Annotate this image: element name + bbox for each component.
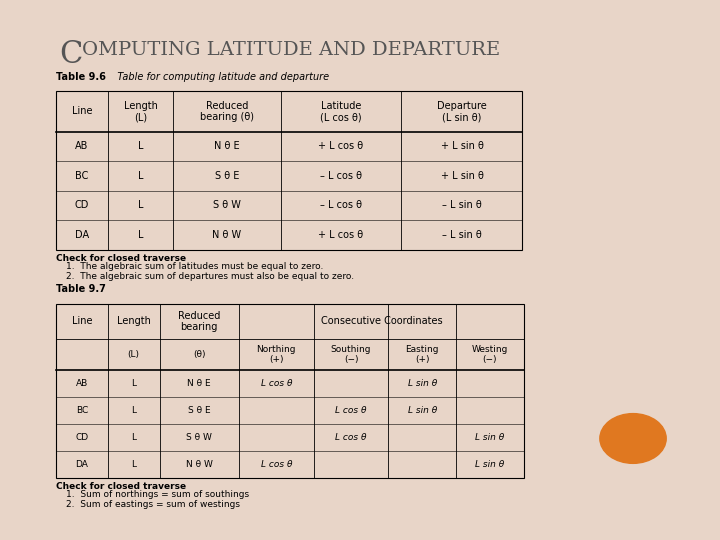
Text: L: L <box>138 200 143 211</box>
Text: L: L <box>138 171 143 181</box>
Text: + L sin θ: + L sin θ <box>441 141 483 151</box>
Text: Check for closed traverse: Check for closed traverse <box>56 482 186 491</box>
Text: S θ E: S θ E <box>215 171 239 181</box>
Text: BC: BC <box>75 171 89 181</box>
Text: BC: BC <box>76 406 88 415</box>
Text: L: L <box>131 379 136 388</box>
Text: CD: CD <box>75 200 89 211</box>
Text: L: L <box>138 230 143 240</box>
Text: L cos θ: L cos θ <box>261 460 292 469</box>
Text: Check for closed traverse: Check for closed traverse <box>56 254 186 263</box>
Text: Length
(L): Length (L) <box>124 100 158 122</box>
Text: – L sin θ: – L sin θ <box>442 230 482 240</box>
Text: L sin θ: L sin θ <box>408 379 437 388</box>
Text: N θ W: N θ W <box>186 460 212 469</box>
Text: (L): (L) <box>127 350 140 359</box>
Text: Northing
(+): Northing (+) <box>256 345 296 364</box>
Text: DA: DA <box>76 460 89 469</box>
Text: N θ E: N θ E <box>187 379 211 388</box>
Text: Latitude
(L cos θ): Latitude (L cos θ) <box>320 100 362 122</box>
Text: + L cos θ: + L cos θ <box>318 230 364 240</box>
Text: 1.  Sum of northings = sum of southings: 1. Sum of northings = sum of southings <box>66 490 249 499</box>
Text: CD: CD <box>75 433 89 442</box>
Text: Southing
(−): Southing (−) <box>330 345 372 364</box>
Text: Table for computing latitude and departure: Table for computing latitude and departu… <box>108 72 329 82</box>
Text: AB: AB <box>75 141 89 151</box>
Text: L: L <box>138 141 143 151</box>
Text: L: L <box>131 406 136 415</box>
Text: Length: Length <box>117 316 150 326</box>
Text: L cos θ: L cos θ <box>261 379 292 388</box>
Text: S θ E: S θ E <box>188 406 211 415</box>
Text: Easting
(+): Easting (+) <box>405 345 439 364</box>
Text: Westing
(−): Westing (−) <box>472 345 508 364</box>
Text: Reduced
bearing: Reduced bearing <box>178 310 220 332</box>
Text: L: L <box>131 460 136 469</box>
Text: L sin θ: L sin θ <box>475 460 505 469</box>
Text: OMPUTING LATITUDE AND DEPARTURE: OMPUTING LATITUDE AND DEPARTURE <box>82 41 500 59</box>
Text: 2.  The algebraic sum of departures must also be equal to zero.: 2. The algebraic sum of departures must … <box>66 272 354 281</box>
Text: Consecutive Coordinates: Consecutive Coordinates <box>320 316 442 326</box>
Text: – L cos θ: – L cos θ <box>320 171 362 181</box>
Text: AB: AB <box>76 379 88 388</box>
Text: Reduced
bearing (θ): Reduced bearing (θ) <box>200 100 254 122</box>
Circle shape <box>600 414 666 463</box>
Text: S θ W: S θ W <box>213 200 241 211</box>
Text: Table 9.7: Table 9.7 <box>56 285 106 294</box>
Text: L: L <box>131 433 136 442</box>
Text: S θ W: S θ W <box>186 433 212 442</box>
Text: N θ W: N θ W <box>212 230 241 240</box>
Text: DA: DA <box>75 230 89 240</box>
Text: Line: Line <box>71 316 92 326</box>
Text: Line: Line <box>71 106 92 116</box>
Text: L sin θ: L sin θ <box>408 406 437 415</box>
Text: – L sin θ: – L sin θ <box>442 200 482 211</box>
Text: (θ): (θ) <box>193 350 205 359</box>
Text: + L sin θ: + L sin θ <box>441 171 483 181</box>
Text: C: C <box>59 39 83 70</box>
Text: – L cos θ: – L cos θ <box>320 200 362 211</box>
Text: L sin θ: L sin θ <box>475 433 505 442</box>
Text: L cos θ: L cos θ <box>336 433 366 442</box>
Text: + L cos θ: + L cos θ <box>318 141 364 151</box>
Text: L cos θ: L cos θ <box>336 406 366 415</box>
Text: Table 9.6: Table 9.6 <box>56 72 106 82</box>
Text: 1.  The algebraic sum of latitudes must be equal to zero.: 1. The algebraic sum of latitudes must b… <box>66 262 323 271</box>
Text: N θ E: N θ E <box>214 141 240 151</box>
Text: Departure
(L sin θ): Departure (L sin θ) <box>437 100 487 122</box>
Text: 2.  Sum of eastings = sum of westings: 2. Sum of eastings = sum of westings <box>66 500 240 509</box>
